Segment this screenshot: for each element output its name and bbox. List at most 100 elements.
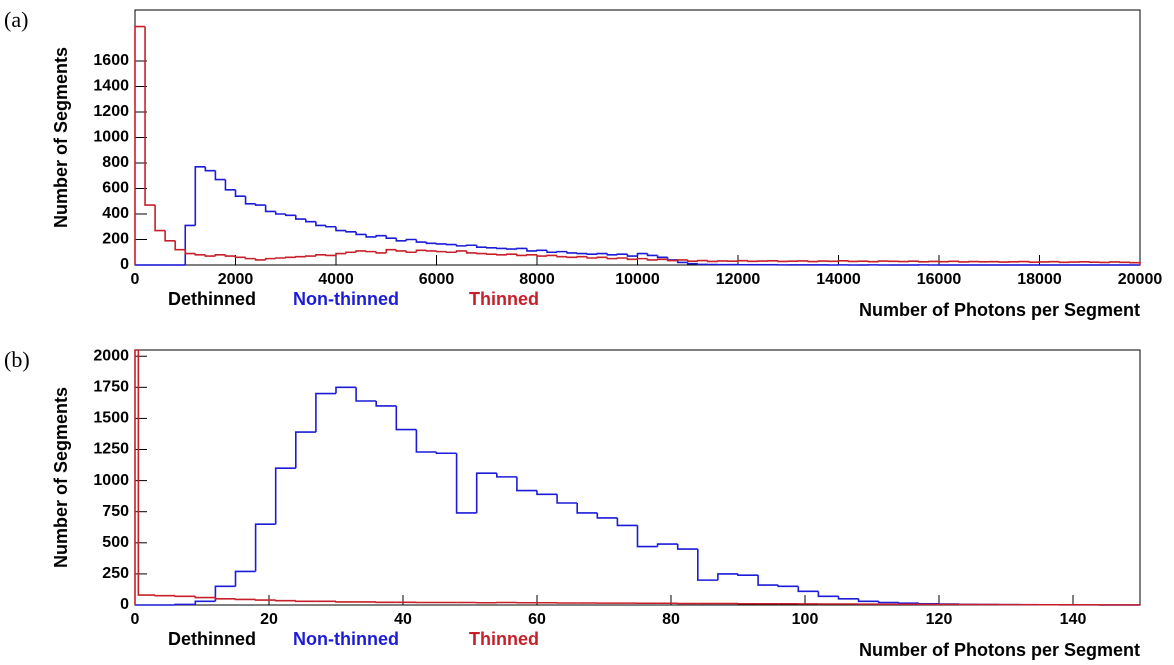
x-tick-label: 12000	[716, 271, 761, 288]
histogram-step	[666, 259, 678, 262]
histogram-step	[194, 600, 216, 605]
histogram-step	[867, 260, 879, 263]
histogram-step	[295, 431, 316, 469]
y-tick-label: 1000	[93, 129, 129, 146]
histogram-step	[335, 386, 357, 394]
y-tick-label: 0	[120, 256, 129, 273]
histogram-step	[234, 570, 256, 587]
histogram-step	[616, 517, 638, 527]
x-tick-label: 100	[792, 611, 819, 628]
histogram-step	[666, 257, 678, 261]
histogram-step	[777, 260, 789, 263]
histogram-step	[737, 259, 749, 262]
histogram-step	[556, 250, 568, 253]
histogram-step	[556, 255, 568, 258]
histogram-step	[365, 234, 377, 238]
histogram-step	[626, 254, 638, 257]
histogram-step	[465, 250, 477, 254]
x-tick-label: 2000	[218, 271, 254, 288]
histogram-step	[636, 525, 658, 548]
histogram-step	[295, 600, 316, 603]
histogram-step	[325, 225, 336, 228]
histogram-step	[958, 261, 970, 263]
x-axis-label: Number of Photons per Segment	[859, 640, 1140, 660]
x-tick-label: 8000	[519, 271, 555, 288]
histogram-step	[506, 248, 517, 250]
y-tick-label: 1000	[93, 472, 129, 489]
histogram-step	[777, 585, 799, 588]
legend-entry: Non-thinned	[293, 629, 399, 649]
histogram-step	[385, 235, 397, 240]
histogram-step	[435, 243, 447, 245]
histogram-step	[877, 260, 889, 262]
histogram-step	[697, 549, 718, 581]
histogram-step	[697, 263, 708, 266]
histogram-step	[244, 257, 256, 260]
histogram-step	[1109, 261, 1120, 263]
histogram-step	[606, 253, 618, 256]
histogram-step	[576, 252, 588, 255]
histogram-step	[536, 249, 548, 252]
histogram-step	[686, 259, 698, 262]
histogram-step	[305, 219, 316, 223]
histogram-step	[295, 215, 306, 220]
histogram-step	[214, 170, 226, 181]
plot-frame	[134, 349, 1141, 606]
histogram-step	[817, 260, 829, 262]
histogram-step	[184, 224, 196, 265]
histogram-step	[485, 253, 497, 255]
histogram-step	[395, 405, 417, 431]
histogram-step	[606, 257, 618, 260]
y-tick-label: 600	[102, 180, 129, 197]
histogram-step	[214, 597, 236, 600]
histogram-step	[596, 512, 618, 519]
y-tick-label: 250	[102, 565, 129, 582]
histogram-step	[516, 476, 537, 492]
histogram-step	[154, 594, 176, 597]
legend-entry: Non-thinned	[293, 289, 399, 309]
histogram-step	[707, 260, 718, 263]
histogram-step	[455, 250, 467, 253]
x-tick-label: 18000	[1017, 271, 1062, 288]
y-tick-label: 2000	[93, 347, 129, 364]
x-tick-label: 40	[394, 611, 412, 628]
legend-entry: Thinned	[469, 289, 539, 309]
y-tick-label: 1750	[93, 379, 129, 396]
y-tick-label: 400	[102, 205, 129, 222]
histogram-step	[204, 254, 216, 257]
histogram-step	[405, 238, 417, 241]
histogram-step	[526, 248, 537, 252]
histogram-step	[1129, 261, 1141, 265]
histogram-step	[445, 243, 457, 246]
histogram-step	[455, 453, 477, 514]
histogram-step	[546, 254, 558, 257]
histogram-step	[315, 254, 326, 257]
x-tick-label: 10000	[615, 271, 660, 288]
histogram-step	[174, 595, 196, 598]
x-tick-label: 20	[260, 611, 278, 628]
histogram-step	[137, 350, 156, 596]
histogram-step	[737, 573, 759, 576]
histogram-step	[516, 254, 527, 257]
histogram-step	[375, 234, 387, 237]
histogram-step	[636, 257, 648, 260]
histogram-step	[355, 387, 377, 402]
histogram-step	[184, 249, 196, 255]
histogram-step	[234, 256, 246, 259]
histogram-step	[556, 494, 578, 504]
plot-frame	[134, 9, 1141, 266]
y-tick-label: 1500	[93, 410, 129, 427]
histogram-step	[264, 205, 276, 213]
y-axis-label: Number of Segments	[51, 387, 71, 568]
histogram-step	[817, 591, 839, 598]
histogram-step	[365, 250, 377, 253]
histogram-step	[144, 26, 156, 206]
histogram-step	[254, 203, 266, 206]
histogram-step	[204, 166, 216, 172]
histogram-step	[305, 255, 316, 257]
histogram-step	[465, 244, 477, 247]
histogram-step	[345, 230, 357, 233]
histogram-step	[656, 255, 668, 259]
histogram-step	[717, 573, 738, 581]
histogram-step	[315, 221, 326, 227]
